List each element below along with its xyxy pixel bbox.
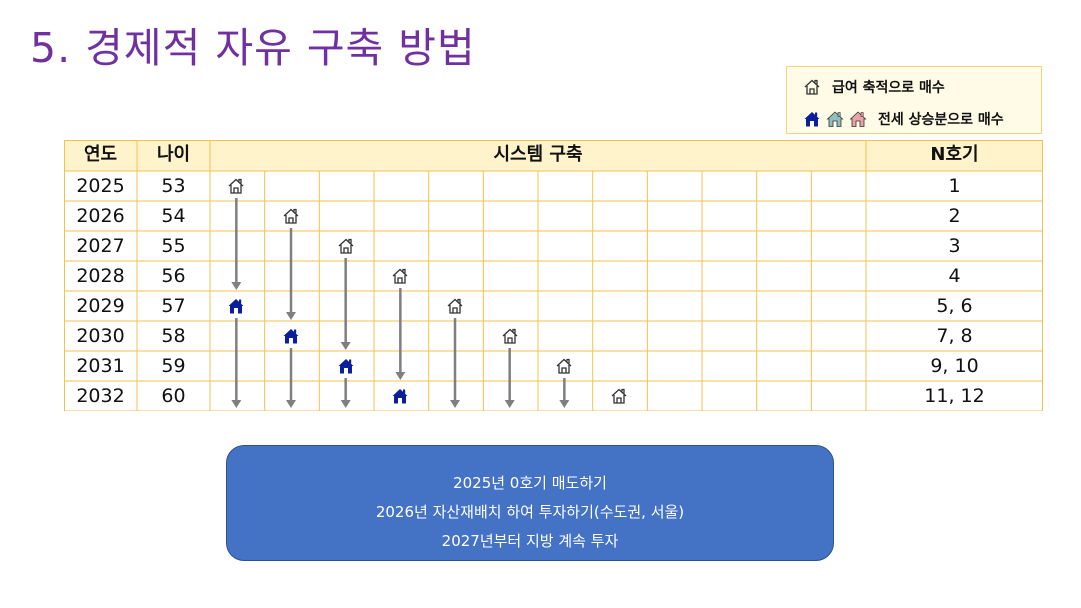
house-teal-icon [826,111,844,127]
cell-nho: 7, 8 [936,325,973,347]
house-blue-icon [338,359,354,374]
flow-arrow-head [286,400,297,408]
cell-nho: 4 [948,265,961,287]
cell-nho: 11, 12 [924,385,985,407]
cell-nho: 2 [948,205,961,227]
house-outline-icon [447,298,463,314]
house-outline-icon [502,328,518,344]
flow-arrow-head [559,400,570,408]
house-blue-icon [228,299,244,314]
cell-nho: 5, 6 [936,295,973,317]
flow-arrow-head [504,400,515,408]
house-outline-icon [228,178,244,194]
house-outline-icon [392,268,408,284]
cell-year: 2026 [76,205,125,227]
header-nho: N호기 [930,144,979,165]
house-outline-icon [804,79,820,95]
flow-arrow-head [231,400,242,408]
info-box: 2025년 0호기 매도하기 2026년 자산재배치 하여 투자하기(수도권, … [226,445,834,561]
house-outline-icon [283,208,299,224]
cell-age: 55 [161,235,186,257]
cell-year: 2031 [76,355,125,377]
house-pink-icon [849,111,867,127]
house-blue-icon [804,112,820,127]
cell-year: 2027 [76,235,125,257]
flow-arrow-head [450,400,461,408]
cell-year: 2025 [76,175,125,197]
legend-salary-label: 급여 축적으로 매수 [832,80,945,96]
cell-year: 2029 [76,295,125,317]
cell-age: 59 [161,355,186,377]
cell-age: 53 [161,175,186,197]
house-outline-icon [611,388,627,404]
system-table: 연도 나이 시스템 구축 N호기 2025 53 1 2026 54 2 2027 55 3 20… [64,140,1043,411]
cell-age: 60 [161,385,186,407]
house-blue-icon [283,329,299,344]
house-blue-icon [392,389,408,404]
header-background [64,140,1043,171]
header-system: 시스템 구축 [493,144,583,165]
cell-age: 58 [161,325,186,347]
info-line-3: 2027년부터 지방 계속 투자 [441,532,619,550]
legend-row-jeonse: 전세 상승분으로 매수 [803,109,1004,129]
cell-age: 56 [161,265,186,287]
header-year: 연도 [83,144,118,165]
cell-year: 2028 [76,265,125,287]
house-outline-icon [338,238,354,254]
flow-arrow-head [286,312,297,320]
cell-age: 54 [161,205,186,227]
info-line-1: 2025년 0호기 매도하기 [453,474,607,492]
cell-nho: 1 [948,175,961,197]
house-outline-icon [556,358,572,374]
legend-jeonse-label: 전세 상승분으로 매수 [878,112,1004,128]
flow-arrow-head [231,282,242,290]
table-gridlines [64,140,1043,411]
cell-year: 2032 [76,385,125,407]
legend-row-salary: 급여 축적으로 매수 [803,77,945,97]
legend-box: 급여 축적으로 매수 전세 상승분으로 매수 [786,66,1042,134]
page-title: 5. 경제적 자유 구축 방법 [30,24,476,72]
flow-arrow-head [340,400,351,408]
flow-arrow-head [340,342,351,350]
info-line-2: 2026년 자산재배치 하여 투자하기(수도권, 서울) [375,503,685,521]
cell-nho: 9, 10 [930,355,979,377]
header-age: 나이 [156,144,191,165]
cell-year: 2030 [76,325,125,347]
cell-nho: 3 [948,235,961,257]
flow-arrow-head [395,372,406,380]
cell-age: 57 [161,295,186,317]
